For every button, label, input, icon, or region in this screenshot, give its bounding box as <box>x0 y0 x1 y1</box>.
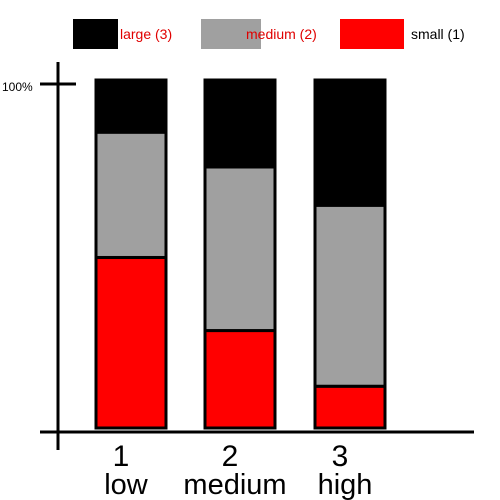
bar-segment-1-small <box>94 255 168 430</box>
bar-segment-2-medium <box>203 165 277 333</box>
legend: large (3) medium (2) small (1) <box>73 19 465 49</box>
x-tick-sublabel: medium <box>183 469 286 500</box>
legend-label-small: small (1) <box>411 26 465 42</box>
x-tick-label: 2 <box>222 440 239 473</box>
legend-label-large: large (3) <box>120 26 172 42</box>
bar-segment-2-small <box>203 329 277 430</box>
bar-segment-3-medium <box>313 203 387 388</box>
axes: 100% <box>2 62 474 450</box>
legend-swatch-medium <box>201 19 261 49</box>
x-tick-label: 1 <box>113 440 130 473</box>
x-tick-label: 3 <box>332 440 349 473</box>
bar-segment-3-small <box>313 384 387 430</box>
x-tick-sublabel: low <box>104 469 149 500</box>
bar-segment-2-large <box>203 78 277 169</box>
bars <box>94 78 387 430</box>
legend-label-medium: medium (2) <box>246 26 317 42</box>
x-tick-sublabel: high <box>318 469 373 500</box>
legend-swatch-small <box>340 19 404 49</box>
y-tick-label: 100% <box>2 80 33 94</box>
bar-segment-3-large <box>313 78 387 207</box>
bar-segment-1-medium <box>94 130 168 259</box>
bar-segment-1-large <box>94 78 168 134</box>
legend-swatch-large <box>73 19 118 49</box>
